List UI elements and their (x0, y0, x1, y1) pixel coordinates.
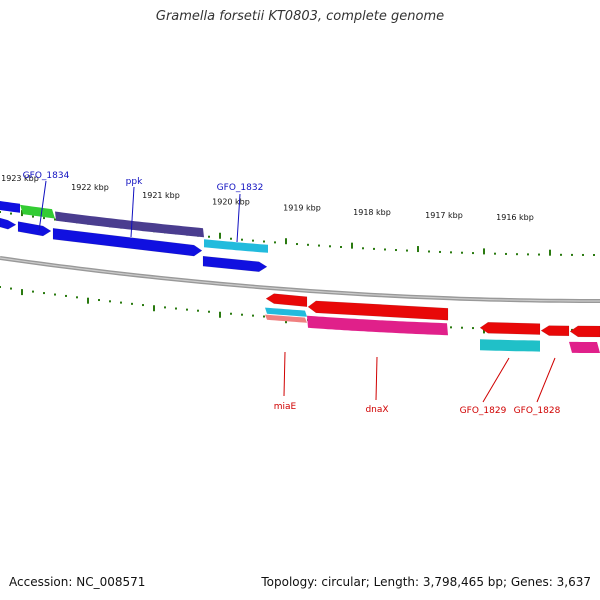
ruler-label-1919-kbp: 1919 kbp (283, 203, 321, 212)
forward-cog-band-ppk (55, 211, 204, 238)
forward-cog-band-gfo1832 (204, 239, 268, 253)
reverse-gene-arrow-gfo1828 (540, 325, 570, 337)
gene-label-miae: miaE (274, 402, 297, 412)
reverse-gene-arrow-dnax (307, 300, 449, 321)
reverse-cog-band-gfo1829 (480, 339, 540, 352)
reverse-cog-band (569, 341, 600, 353)
forward-gene-arrow (0, 217, 17, 230)
backbone-highlight (0, 257, 600, 302)
forward-cog-band (0, 201, 20, 213)
leader-miae (283, 351, 286, 397)
leader-ppk (130, 186, 135, 238)
backbone-line (0, 256, 600, 303)
ruler-label-1918-kbp: 1918 kbp (353, 208, 391, 217)
genome-summary-text: Topology: circular; Length: 3,798,465 bp… (261, 575, 591, 589)
map-title: Gramella forsetii KT0803, complete genom… (155, 9, 445, 24)
leader-gfo_1832 (236, 193, 241, 243)
ruler-label-1923-kbp: 1923 kbp (1, 174, 39, 183)
ruler-label-1920-kbp: 1920 kbp (212, 198, 250, 207)
reverse-gene-arrow-gfo1829 (479, 322, 541, 335)
gene-label-gfo_1828: GFO_1828 (514, 406, 561, 416)
leader-gfo_1828 (536, 357, 556, 403)
leader-gfo_1834 (38, 180, 47, 232)
leader-gfo_1829 (482, 357, 510, 403)
feature-bars (0, 201, 600, 353)
gene-label-gfo_1829: GFO_1829 (460, 406, 507, 416)
reverse-gene-arrow (569, 325, 600, 338)
reverse-gene-arrow-miae (265, 293, 308, 308)
forward-cog-band-gfo1834 (20, 204, 55, 219)
label-leaders (38, 180, 556, 403)
reverse-cog-band-dnax (307, 315, 448, 336)
forward-gene-arrow-gfo1832 (202, 255, 268, 273)
forward-gene-arrow-gfo1834 (17, 221, 52, 237)
ruler-label-1921-kbp: 1921 kbp (142, 191, 180, 200)
gene-label-gfo_1832: GFO_1832 (217, 183, 264, 193)
reverse-cog-band-miae-b (265, 314, 307, 323)
accession-text: Accession: NC_008571 (9, 575, 146, 589)
ruler-label-1922-kbp: 1922 kbp (71, 183, 109, 192)
forward-gene-arrow-ppk (52, 227, 203, 257)
ruler-labels: 1923 kbp 1922 kbp 1921 kbp 1920 kbp 1919 kbp… (1, 174, 534, 222)
ruler-label-1916-kbp: 1916 kbp (496, 213, 534, 222)
reverse-cog-band-miae-a (265, 307, 307, 317)
gene-label-ppk: ppk (126, 177, 143, 187)
gene-label-gfo_1834: GFO_1834 (23, 171, 70, 181)
genome-backbone (0, 256, 600, 303)
gene-label-dnax: dnaX (365, 405, 388, 415)
ruler-label-1917-kbp: 1917 kbp (425, 211, 463, 220)
leader-dnax (375, 356, 378, 401)
